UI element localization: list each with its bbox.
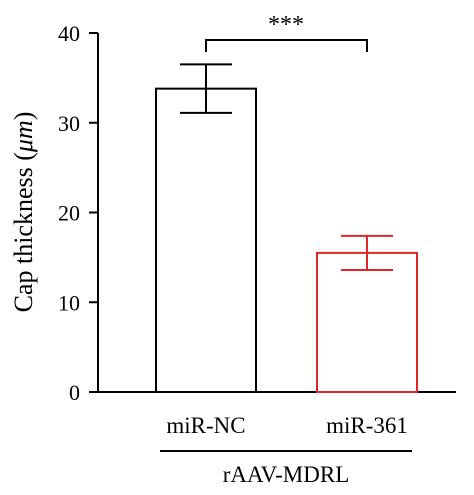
significance-label: *** (268, 12, 304, 38)
error-bars (180, 63, 393, 271)
group-label: rAAV-MDRL (223, 462, 350, 487)
y-tick-label: 0 (69, 380, 80, 405)
y-tick-label: 30 (58, 111, 80, 136)
y-axis-title-suffix: ) (9, 112, 38, 121)
y-tick-label: 10 (58, 290, 80, 315)
bar-mir-nc (155, 87, 257, 394)
y-tick-label: 40 (58, 21, 80, 46)
category-labels: miR-NC miR-361 (166, 413, 408, 438)
bars (155, 87, 418, 394)
significance-bracket (205, 39, 368, 52)
y-tick-label: 20 (58, 201, 80, 226)
category-label: miR-NC (166, 413, 245, 438)
y-axis-title-unit: μm (9, 120, 38, 153)
category-label: miR-361 (326, 413, 408, 438)
y-axis-title: Cap thickness (μm) (9, 112, 38, 313)
y-ticks: 0 10 20 30 40 (58, 21, 98, 405)
bar-mir-361 (316, 251, 418, 393)
y-axis-title-prefix: Cap thickness ( (9, 152, 38, 312)
